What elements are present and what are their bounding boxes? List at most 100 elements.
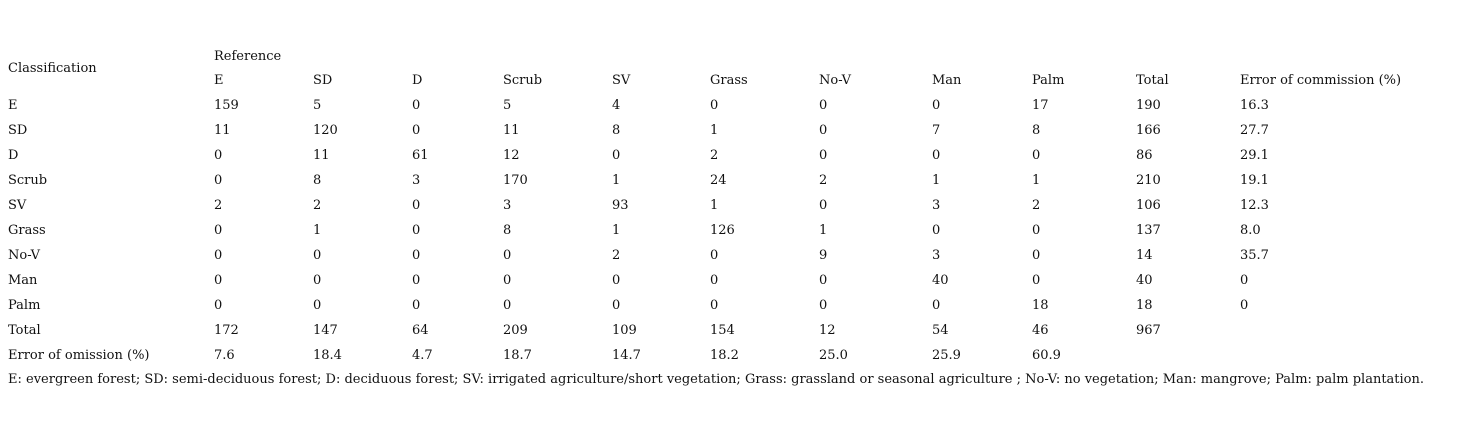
column-header: Error of commission (%): [1240, 73, 1402, 88]
table-cell: 3: [412, 173, 421, 188]
classification-header: Classification: [8, 61, 97, 76]
table-cell: 0: [313, 298, 322, 313]
column-header: Grass: [710, 73, 748, 88]
table-cell: 0: [503, 248, 512, 263]
table-row: Man 0 0 0 0 0 0 0 40 0 40 0: [8, 268, 1448, 293]
table-cell: 0: [313, 248, 322, 263]
table-cell: 1: [819, 223, 828, 238]
table-cell: 64: [412, 323, 429, 338]
table-cell: 7.6: [214, 348, 235, 363]
table-row: No-V 0 0 0 0 2 0 9 3 0 14 35.7: [8, 243, 1448, 268]
table-cell: 0: [412, 198, 421, 213]
table-cell: 8.0: [1240, 223, 1261, 238]
table-cell: 2: [612, 248, 621, 263]
table-cell: 967: [1136, 323, 1161, 338]
table-row: Grass 0 1 0 8 1 126 1 0 0 137 8.0: [8, 218, 1448, 243]
table-row: Palm 0 0 0 0 0 0 0 0 18 18 0: [8, 293, 1448, 318]
table-cell: 109: [612, 323, 637, 338]
table-cell: 0: [214, 298, 223, 313]
table-cell: 2: [1032, 198, 1041, 213]
table-cell: 3: [503, 198, 512, 213]
table-cell: 0: [412, 123, 421, 138]
table-row: D 0 11 61 12 0 2 0 0 0 86 29.1: [8, 143, 1448, 168]
table-cell: 40: [932, 273, 949, 288]
table-cell: 0: [710, 273, 719, 288]
table-cell: 60.9: [1032, 348, 1061, 363]
table-cell: 0: [932, 298, 941, 313]
table-cell: 2: [710, 148, 719, 163]
table-cell: 11: [313, 148, 330, 163]
table-cell: 12: [503, 148, 520, 163]
table-cell: 0: [1032, 148, 1041, 163]
table-cell: 0: [412, 223, 421, 238]
table-cell: 2: [313, 198, 322, 213]
table-cell: 1: [932, 173, 941, 188]
table-body: E 159 5 0 5 4 0 0 0 17 190 16.3 SD 11 120 0 11 8 1 0 7 8 166 27…: [8, 93, 1448, 368]
header-row-reference: Classification Reference: [8, 44, 1448, 77]
table-cell: 0: [412, 298, 421, 313]
table-cell: 18: [1032, 298, 1049, 313]
row-label: Palm: [8, 298, 41, 313]
table-cell: 0: [503, 273, 512, 288]
table-row: Error of omission (%) 7.6 18.4 4.7 18.7 14.7 1…: [8, 343, 1448, 368]
table-cell: 0: [612, 148, 621, 163]
row-label: Scrub: [8, 173, 48, 188]
table-cell: 14.7: [612, 348, 641, 363]
table-cell: 106: [1136, 198, 1161, 213]
row-label: Man: [8, 273, 38, 288]
table-cell: 0: [214, 148, 223, 163]
column-header: Total: [1136, 73, 1169, 88]
column-header: SV: [612, 73, 631, 88]
table-cell: 147: [313, 323, 338, 338]
table-cell: 2: [819, 173, 828, 188]
table-cell: 54: [932, 323, 949, 338]
table-cell: 14: [1136, 248, 1153, 263]
row-label: SD: [8, 123, 28, 138]
table-cell: 2: [214, 198, 223, 213]
table-cell: [1240, 343, 1448, 368]
table-row: Total 172 147 64 209 109 154 12 54 46 967: [8, 318, 1448, 343]
table-cell: 1: [710, 123, 719, 138]
table-cell: 27.7: [1240, 123, 1269, 138]
table-cell: 210: [1136, 173, 1161, 188]
table-cell: 0: [412, 273, 421, 288]
table-cell: 0: [932, 98, 941, 113]
table-cell: 0: [1032, 273, 1041, 288]
table-cell: 3: [932, 248, 941, 263]
table-cell: 8: [612, 123, 621, 138]
table-cell: 3: [932, 198, 941, 213]
table-cell: 0: [819, 298, 828, 313]
column-header: D: [412, 73, 423, 88]
table-cell: 0: [412, 248, 421, 263]
table-cell: 19.1: [1240, 173, 1269, 188]
row-label: D: [8, 148, 19, 163]
column-header: SD: [313, 73, 333, 88]
table-cell: 0: [819, 273, 828, 288]
table-cell: 5: [313, 98, 322, 113]
table-cell: 159: [214, 98, 239, 113]
column-header: E: [214, 73, 224, 88]
row-label: E: [8, 98, 18, 113]
table-cell: 61: [412, 148, 429, 163]
table-cell: 0: [1032, 248, 1041, 263]
table-cell: 0: [412, 98, 421, 113]
table-cell: 0: [503, 298, 512, 313]
table-cell: 1: [612, 173, 621, 188]
table-cell: 18: [1136, 298, 1153, 313]
table-row: Scrub 0 8 3 170 1 24 2 1 1 210 19.1: [8, 168, 1448, 193]
table-cell: 5: [503, 98, 512, 113]
table-cell: 86: [1136, 148, 1153, 163]
confusion-matrix-container: Classification Reference E SD D Scrub SV Gras…: [8, 44, 1448, 368]
table-cell: 0: [1240, 298, 1249, 313]
table-cell: 4: [612, 98, 621, 113]
table-cell: 11: [214, 123, 231, 138]
table-cell: 0: [214, 273, 223, 288]
table-cell: 25.0: [819, 348, 848, 363]
table-cell: 1: [612, 223, 621, 238]
table-row: SD 11 120 0 11 8 1 0 7 8 166 27.7: [8, 118, 1448, 143]
confusion-matrix-table: Classification Reference E SD D Scrub SV Gras…: [8, 44, 1448, 368]
table-header: Classification Reference E SD D Scrub SV Gras…: [8, 44, 1448, 93]
table-cell: 18.4: [313, 348, 342, 363]
row-label: Grass: [8, 223, 46, 238]
table-cell: 0: [214, 223, 223, 238]
